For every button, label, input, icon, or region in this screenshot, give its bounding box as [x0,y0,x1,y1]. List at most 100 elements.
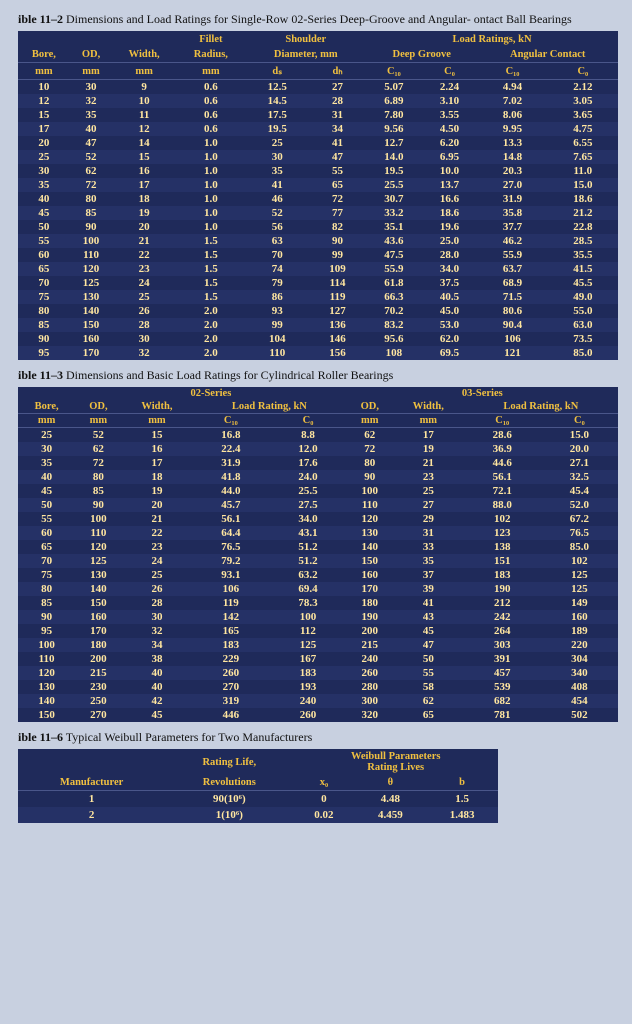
col-diameter: Diameter, mm [246,47,367,63]
col: Width, [122,400,193,414]
cell: 65 [309,178,366,192]
cell: 63.2 [269,568,346,582]
cell: 76.5 [541,526,618,540]
cell: 0.6 [176,122,245,136]
cell: 6.89 [366,94,422,108]
cell: 72.1 [464,484,541,498]
cell: 19 [122,484,193,498]
cell: 4.459 [354,807,426,823]
cell: 140 [70,304,112,318]
cell: 160 [70,332,112,346]
cell: 13.7 [422,178,478,192]
cell: 4.50 [422,122,478,136]
col-theta: θ [354,775,426,791]
table-row: 601102264.443.11303112376.5 [18,526,618,540]
cell: 160 [541,610,618,624]
cell: 3.55 [422,108,478,122]
cell: 88.0 [464,498,541,512]
cell: 17 [112,178,176,192]
cell: 109 [309,262,366,276]
table-11-6-caption: ible 11–6 Typical Weibull Parameters for… [18,730,632,745]
table-row: 35721731.917.6802144.627.1 [18,456,618,470]
cell: 100 [75,512,121,526]
cell: 62 [70,164,112,178]
cell: 110 [246,346,309,360]
cell: 25 [112,290,176,304]
cell: 3.65 [548,108,618,122]
col: OD, [75,400,121,414]
cell: 58 [393,680,464,694]
cell: 10 [112,94,176,108]
cell: 2.0 [176,332,245,346]
cell: 108 [366,346,422,360]
cell: 93.1 [192,568,269,582]
cell: 37.7 [477,220,547,234]
cell: 46 [246,192,309,206]
cell: 102 [464,512,541,526]
cell: 1.5 [176,276,245,290]
cell: 140 [347,540,393,554]
cell: 30 [112,332,176,346]
cell: 22.8 [548,220,618,234]
cell: 45 [18,206,70,220]
col-revolutions: Revolutions [165,775,293,791]
cell: 229 [192,652,269,666]
table-row: 190(10⁶)04.481.5 [18,791,498,808]
cell: 1.5 [176,290,245,304]
cell: 50 [18,498,75,512]
cell: 4.48 [354,791,426,808]
table-row: 50902045.727.51102788.052.0 [18,498,618,512]
cell: 1.5 [176,248,245,262]
cell: 51.2 [269,540,346,554]
col-od: OD, [70,47,112,63]
cell: 304 [541,652,618,666]
cell: 13.3 [477,136,547,150]
cell: 85.0 [541,540,618,554]
table-row: 1302304027019328058539408 [18,680,618,694]
cell: 25 [18,150,70,164]
cell: 0.02 [293,807,354,823]
cell: 30 [18,442,75,456]
cell: 240 [269,694,346,708]
table-row: 80140262.09312770.245.080.655.0 [18,304,618,318]
col-sub: C₀ [422,63,478,80]
cell: 682 [464,694,541,708]
cell: 76.5 [192,540,269,554]
cell: 40.5 [422,290,478,304]
cell: 190 [464,582,541,596]
table-row: 1202154026018326055457340 [18,666,618,680]
cell: 19.5 [246,122,309,136]
cell: 69.4 [269,582,346,596]
table-row: 751302593.163.216037183125 [18,568,618,582]
cell: 55.9 [366,262,422,276]
cell: 19.5 [366,164,422,178]
cell: 125 [70,276,112,290]
cell: 18.6 [548,192,618,206]
cell: 21 [393,456,464,470]
cell: 1.5 [426,791,498,808]
col-sub: mm [70,63,112,80]
cell: 50 [393,652,464,666]
cell: 41 [309,136,366,150]
cell: 55 [309,164,366,178]
cell: 80 [347,456,393,470]
cell: 260 [269,708,346,722]
table-11-3-caption: ible 11–3 Dimensions and Basic Load Rati… [18,368,632,383]
cell: 28 [112,318,176,332]
cell: 63.7 [477,262,547,276]
cell: 55.0 [548,304,618,318]
cell: 6.55 [548,136,618,150]
cell: 14.8 [477,150,547,164]
cell: 24 [122,554,193,568]
cell: 90 [309,234,366,248]
cell: 156 [309,346,366,360]
cell: 125 [541,582,618,596]
col: Load Rating, kN [464,400,618,414]
cell: 190 [347,610,393,624]
cell: 73.5 [548,332,618,346]
cell: 457 [464,666,541,680]
cell: 45.5 [548,276,618,290]
caption-bold: ible 11–3 [18,368,63,382]
cell: 24 [112,276,176,290]
cell: 40 [18,470,75,484]
